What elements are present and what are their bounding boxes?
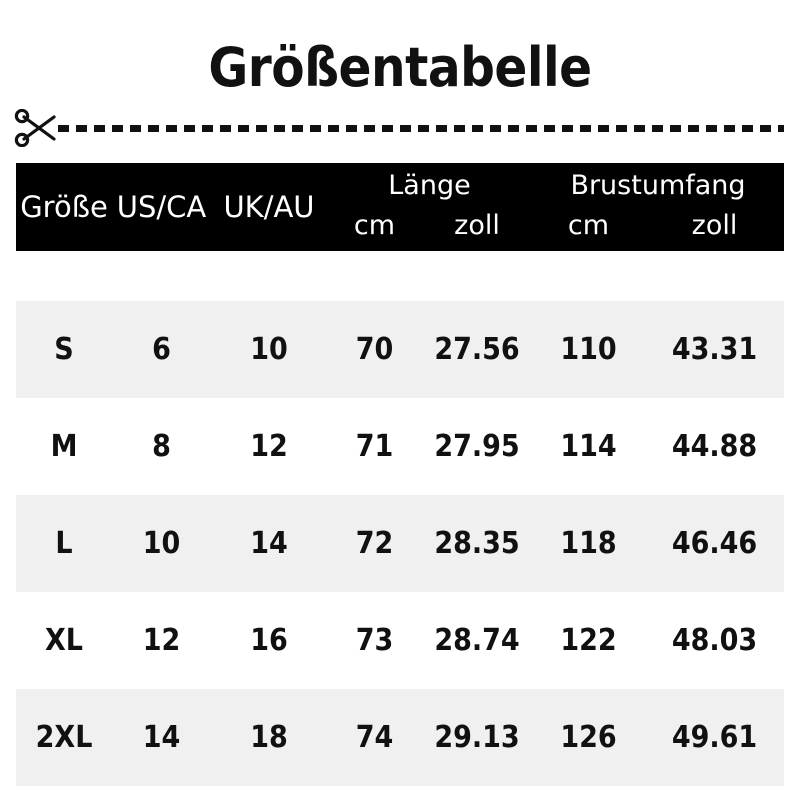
cell-chest-cm: 122 [560, 622, 617, 658]
size-table: Größe US/CA UK/AU Länge cm zoll Brustumf… [16, 163, 784, 786]
cell-length-inch: 29.13 [434, 719, 520, 755]
cell-size: L [55, 525, 73, 561]
header-size: Größe [20, 190, 108, 224]
table-row: M 8 12 71 27.95 114 44.88 [16, 398, 784, 495]
cell-size: M [50, 428, 78, 464]
cut-line [14, 108, 784, 148]
cell-length-inch: 27.56 [434, 331, 520, 367]
scissors-icon [14, 109, 56, 147]
table-row: XL 12 16 73 28.74 122 48.03 [16, 592, 784, 689]
header-spacer [16, 251, 784, 301]
cell-chest-inch: 46.46 [671, 525, 758, 561]
cell-length-cm: 70 [355, 331, 394, 367]
header-length-inch: zoll [454, 210, 500, 241]
cell-uk-au: 18 [250, 719, 288, 755]
cell-chest-cm: 114 [560, 428, 617, 464]
cell-size: 2XL [35, 719, 93, 755]
cell-chest-inch: 44.88 [671, 428, 758, 464]
cell-length-inch: 27.95 [434, 428, 520, 464]
header-length-cm: cm [353, 210, 396, 241]
cell-size: S [54, 331, 74, 367]
cell-us-ca: 10 [142, 525, 181, 561]
table-row: L 10 14 72 28.35 118 46.46 [16, 495, 784, 592]
cell-length-cm: 71 [355, 428, 394, 464]
cell-us-ca: 6 [152, 331, 171, 367]
cell-us-ca: 8 [152, 428, 171, 464]
page-title: Größentabelle [208, 36, 592, 99]
cell-chest-inch: 48.03 [671, 622, 758, 658]
cell-chest-cm: 126 [560, 719, 617, 755]
cell-length-cm: 74 [355, 719, 394, 755]
cell-uk-au: 16 [250, 622, 288, 658]
cell-length-cm: 73 [355, 622, 394, 658]
cell-length-inch: 28.74 [434, 622, 520, 658]
cell-length-cm: 72 [355, 525, 394, 561]
cell-chest-inch: 49.61 [671, 719, 758, 755]
cell-size: XL [44, 622, 83, 658]
cell-uk-au: 14 [250, 525, 288, 561]
cell-uk-au: 12 [250, 428, 288, 464]
header-chest-group: Brustumfang [570, 170, 746, 201]
header-us-ca: US/CA [116, 190, 207, 224]
cell-length-inch: 28.35 [434, 525, 520, 561]
cell-chest-inch: 43.31 [671, 331, 758, 367]
header-uk-au: UK/AU [223, 190, 315, 224]
cell-us-ca: 12 [142, 622, 181, 658]
cell-chest-cm: 110 [560, 331, 617, 367]
header-length-group: Länge [388, 170, 471, 201]
cell-chest-cm: 118 [560, 525, 617, 561]
table-row: 2XL 14 18 74 29.13 126 49.61 [16, 689, 784, 786]
table-header: Größe US/CA UK/AU Länge cm zoll Brustumf… [16, 163, 784, 251]
cell-uk-au: 10 [250, 331, 288, 367]
header-chest-inch: zoll [691, 210, 738, 241]
dashed-cut-line [58, 125, 784, 132]
cell-us-ca: 14 [142, 719, 181, 755]
table-row: S 6 10 70 27.56 110 43.31 [16, 301, 784, 398]
header-chest-cm: cm [567, 210, 610, 241]
